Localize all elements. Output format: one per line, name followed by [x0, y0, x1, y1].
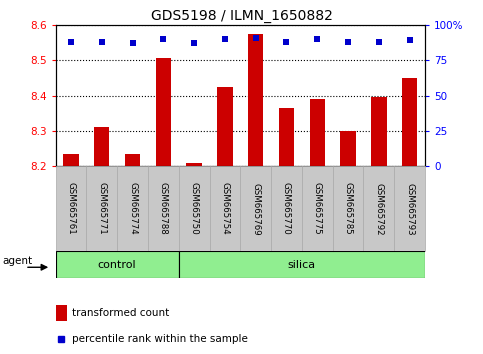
- Bar: [125, 154, 140, 166]
- Text: control: control: [98, 259, 136, 270]
- Text: agent: agent: [3, 256, 33, 266]
- Bar: [179, 251, 425, 278]
- Bar: [240, 166, 271, 251]
- Text: GSM665793: GSM665793: [405, 183, 414, 235]
- Bar: [310, 99, 325, 166]
- Point: [283, 39, 290, 45]
- Text: percentile rank within the sample: percentile rank within the sample: [72, 334, 248, 344]
- Text: GSM665771: GSM665771: [97, 182, 106, 235]
- Point: [221, 36, 229, 42]
- Bar: [86, 166, 117, 251]
- Text: GSM665750: GSM665750: [190, 182, 199, 235]
- Point: [67, 39, 75, 45]
- Point: [190, 40, 198, 46]
- Bar: [402, 78, 417, 166]
- Bar: [394, 166, 425, 251]
- Point: [344, 39, 352, 45]
- Bar: [56, 305, 67, 321]
- Text: GSM665774: GSM665774: [128, 182, 137, 235]
- Bar: [364, 166, 394, 251]
- Point: [252, 35, 259, 40]
- Point: [159, 36, 167, 42]
- Point: [375, 39, 383, 45]
- Bar: [210, 166, 240, 251]
- Text: GSM665775: GSM665775: [313, 182, 322, 235]
- Bar: [56, 251, 179, 278]
- Text: GSM665792: GSM665792: [374, 183, 384, 235]
- Bar: [117, 166, 148, 251]
- Bar: [63, 154, 79, 166]
- Text: GSM665785: GSM665785: [343, 182, 353, 235]
- Bar: [94, 127, 110, 166]
- Bar: [217, 87, 233, 166]
- Text: GSM665788: GSM665788: [159, 182, 168, 235]
- Text: transformed count: transformed count: [72, 308, 170, 318]
- Bar: [148, 166, 179, 251]
- Text: silica: silica: [288, 259, 316, 270]
- Bar: [156, 58, 171, 166]
- Bar: [341, 131, 356, 166]
- Bar: [179, 166, 210, 251]
- Bar: [271, 166, 302, 251]
- Text: GSM665769: GSM665769: [251, 183, 260, 235]
- Bar: [371, 97, 386, 166]
- Point: [128, 40, 136, 46]
- Text: GSM665761: GSM665761: [67, 182, 75, 235]
- Point: [406, 38, 413, 43]
- Text: GDS5198 / ILMN_1650882: GDS5198 / ILMN_1650882: [151, 9, 332, 23]
- Bar: [248, 34, 263, 166]
- Text: GSM665754: GSM665754: [220, 182, 229, 235]
- Text: GSM665770: GSM665770: [282, 182, 291, 235]
- Point: [313, 36, 321, 42]
- Bar: [302, 166, 333, 251]
- Bar: [333, 166, 364, 251]
- Bar: [186, 163, 202, 166]
- Bar: [56, 166, 86, 251]
- Point: [98, 39, 106, 45]
- Bar: [279, 108, 294, 166]
